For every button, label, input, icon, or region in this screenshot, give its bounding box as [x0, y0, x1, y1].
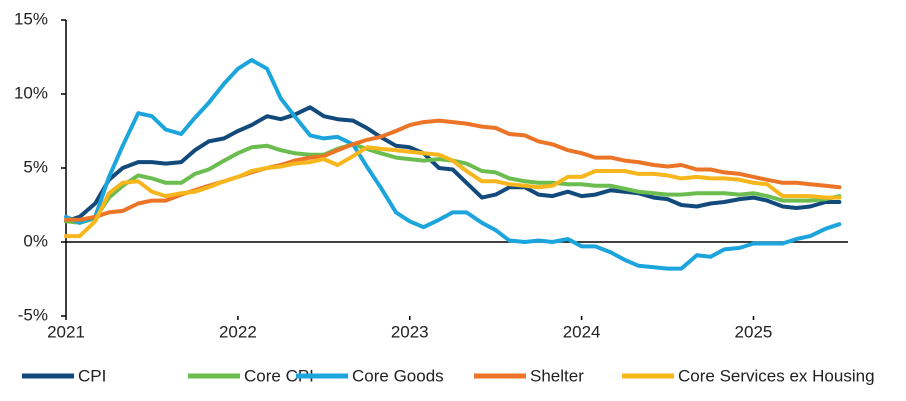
- y-tick-label: -5%: [18, 305, 48, 324]
- legend-label: CPI: [78, 366, 106, 385]
- y-tick-label: 0%: [23, 231, 48, 250]
- y-tick-label: 5%: [23, 157, 48, 176]
- x-tick-label: 2024: [563, 322, 601, 341]
- series-line: [64, 145, 842, 239]
- legend-label: Core Goods: [352, 366, 444, 385]
- x-tick-label: 2025: [735, 322, 773, 341]
- series-line: [64, 58, 842, 271]
- y-tick-label: 15%: [14, 9, 48, 28]
- y-tick-label: 10%: [14, 83, 48, 102]
- legend-label: Core Services ex Housing: [678, 366, 875, 385]
- legend-label: Shelter: [530, 366, 584, 385]
- series-line: [64, 105, 842, 224]
- x-tick-label: 2022: [219, 322, 257, 341]
- x-tick-label: 2023: [391, 322, 429, 341]
- x-tick-label: 2021: [47, 322, 85, 341]
- legend-label: Core CPI: [244, 366, 314, 385]
